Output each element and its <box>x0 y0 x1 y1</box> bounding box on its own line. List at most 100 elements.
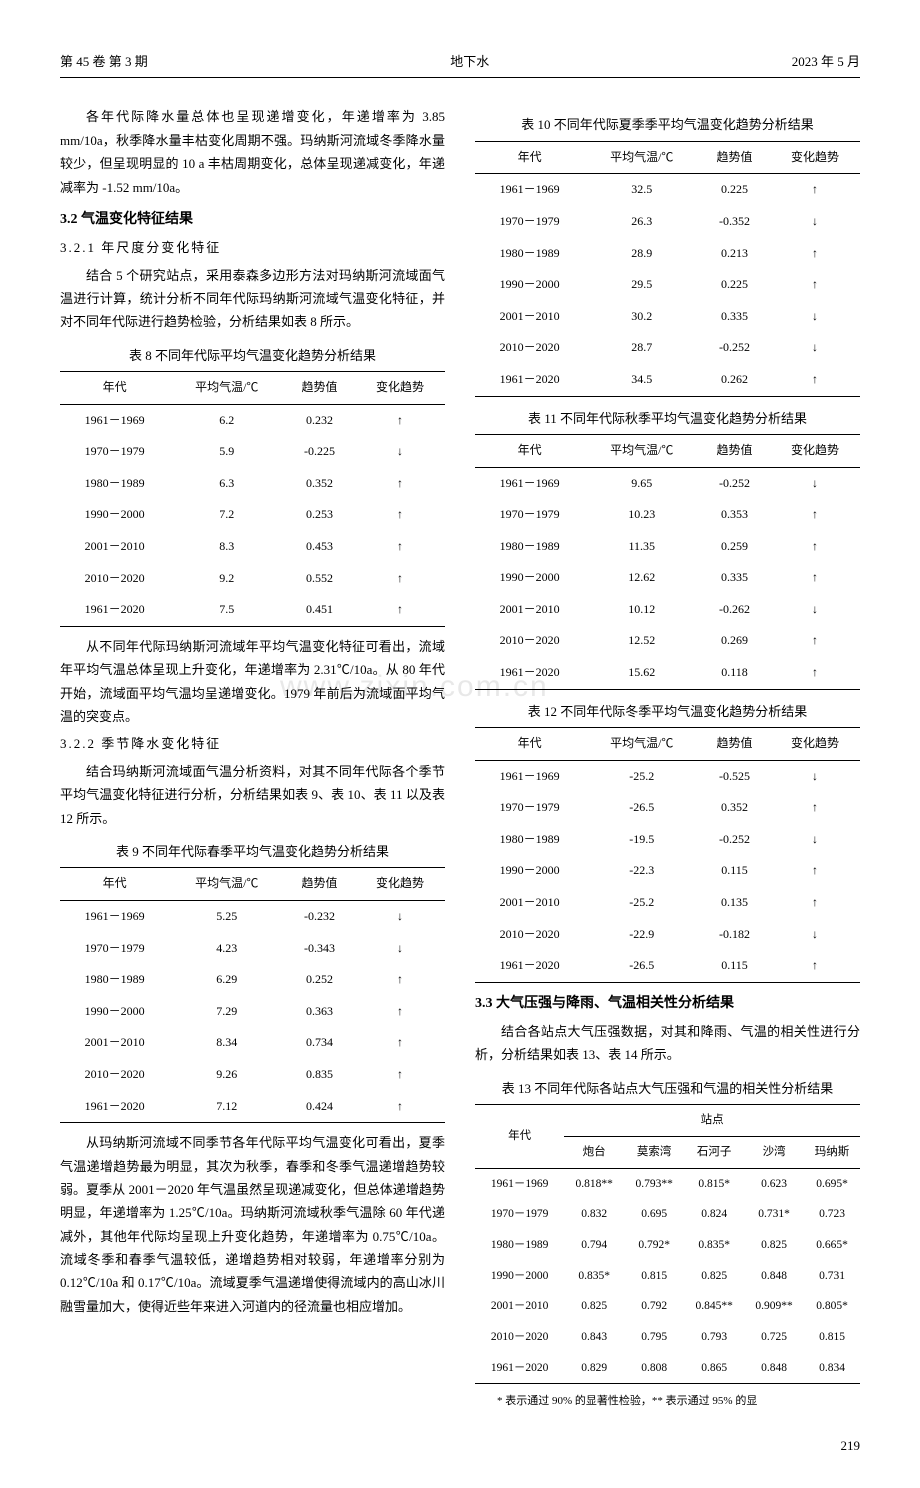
table-row: 2001－201010.12-0.262↓ <box>475 594 860 626</box>
table-cell: 2001－2010 <box>60 1027 169 1059</box>
table-cell: 0.552 <box>284 563 355 595</box>
table-cell: 0.815 <box>624 1261 684 1292</box>
table-cell: 0.695 <box>624 1199 684 1230</box>
table-cell: 0.725 <box>744 1322 804 1353</box>
table-cell: ↑ <box>355 1059 445 1091</box>
table-cell: ↑ <box>770 562 860 594</box>
section-3-2-1-title: 3.2.1 年尺度分变化特征 <box>60 236 445 259</box>
paragraph: 结合 5 个研究站点，采用泰森多边形方法对玛纳斯河流域面气温进行计算，统计分析不… <box>60 264 445 334</box>
table-cell: 1970－1979 <box>475 1199 564 1230</box>
table-cell: ↓ <box>770 301 860 333</box>
table-cell: -25.2 <box>584 887 699 919</box>
table-cell: 0.352 <box>284 468 355 500</box>
table-row: 2001－2010-25.20.135↑ <box>475 887 860 919</box>
table-13-caption: 表 13 不同年代际各站点大气压强和气温的相关性分析结果 <box>475 1077 860 1100</box>
table-cell: 28.7 <box>584 332 699 364</box>
table-row: 2010－20209.20.552↑ <box>60 563 445 595</box>
table-cell: 8.3 <box>169 531 284 563</box>
table-cell: 0.795 <box>624 1322 684 1353</box>
table-cell: 5.9 <box>169 436 284 468</box>
table-header: 年代 <box>60 372 169 405</box>
table-cell: 1970－1979 <box>475 206 584 238</box>
table-cell: ↑ <box>355 996 445 1028</box>
table-cell: -0.225 <box>284 436 355 468</box>
table-cell: 0.793** <box>624 1168 684 1199</box>
table-cell: -0.252 <box>699 824 770 856</box>
table-cell: 0.808 <box>624 1353 684 1384</box>
table-cell: 11.35 <box>584 531 699 563</box>
table-cell: ↑ <box>355 499 445 531</box>
table-cell: 5.25 <box>169 900 284 932</box>
table-cell: 0.259 <box>699 531 770 563</box>
section-3-3-title: 3.3 大气压强与降雨、气温相关性分析结果 <box>475 991 860 1016</box>
table-cell: 0.835* <box>684 1230 744 1261</box>
table-cell: 0.731 <box>804 1261 860 1292</box>
table-cell: 10.12 <box>584 594 699 626</box>
table-cell: ↑ <box>770 792 860 824</box>
table-10: 年代 平均气温/℃ 趋势值 变化趋势 1961－196932.50.225↑19… <box>475 141 860 397</box>
table-row: 1980－198911.350.259↑ <box>475 531 860 563</box>
table-row: 1961－19695.25-0.232↓ <box>60 900 445 932</box>
table-cell: 1961－2020 <box>475 1353 564 1384</box>
left-column: 各年代际降水量总体也呈现递增变化，年递增率为 3.85 mm/10a，秋季降水量… <box>60 103 445 1414</box>
table-cell: ↓ <box>355 900 445 932</box>
table-cell: ↑ <box>355 1027 445 1059</box>
table-cell: 6.29 <box>169 964 284 996</box>
table-header: 趋势值 <box>699 141 770 174</box>
table-cell: ↓ <box>770 760 860 792</box>
table-cell: 2001－2010 <box>475 594 584 626</box>
table-cell: 1970－1979 <box>475 499 584 531</box>
table-cell: ↑ <box>355 594 445 626</box>
table-cell: 15.62 <box>584 657 699 689</box>
table-cell: 1961－1969 <box>475 760 584 792</box>
table-cell: 6.3 <box>169 468 284 500</box>
table-header: 平均气温/℃ <box>584 728 699 761</box>
table-cell: 0.225 <box>699 174 770 206</box>
table-row: 2010－202028.7-0.252↓ <box>475 332 860 364</box>
table-cell: 2010－2020 <box>475 919 584 951</box>
table-cell: 0.825 <box>564 1291 624 1322</box>
table-cell: 30.2 <box>584 301 699 333</box>
table-cell: 0.262 <box>699 364 770 396</box>
table-row: 2010－2020-22.9-0.182↓ <box>475 919 860 951</box>
table-cell: 0.865 <box>684 1353 744 1384</box>
table-row: 2010－20209.260.835↑ <box>60 1059 445 1091</box>
table-row: 1980－19896.30.352↑ <box>60 468 445 500</box>
table-cell: 0.115 <box>699 855 770 887</box>
table-11: 年代 平均气温/℃ 趋势值 变化趋势 1961－19699.65-0.252↓1… <box>475 434 860 690</box>
table-cell: -26.5 <box>584 792 699 824</box>
table-cell: -0.252 <box>699 467 770 499</box>
table-cell: 0.834 <box>804 1353 860 1384</box>
table-cell: ↑ <box>770 238 860 270</box>
table-cell: 0.843 <box>564 1322 624 1353</box>
table-row: 1990－2000-22.30.115↑ <box>475 855 860 887</box>
table-cell: 12.52 <box>584 625 699 657</box>
table-cell: ↑ <box>355 531 445 563</box>
table-cell: 1990－2000 <box>60 996 169 1028</box>
table-cell: -0.182 <box>699 919 770 951</box>
table-cell: 0.824 <box>684 1199 744 1230</box>
table-cell: 0.734 <box>284 1027 355 1059</box>
table-cell: ↑ <box>770 625 860 657</box>
table-cell: -26.5 <box>584 950 699 982</box>
table-row: 1970－19790.8320.6950.8240.731*0.723 <box>475 1199 860 1230</box>
table-cell: 0.363 <box>284 996 355 1028</box>
table-header: 变化趋势 <box>355 372 445 405</box>
table-header: 年代 <box>475 434 584 467</box>
table-cell: 28.9 <box>584 238 699 270</box>
table-cell: 1961－1969 <box>60 404 169 436</box>
table-cell: ↑ <box>770 174 860 206</box>
table-11-caption: 表 11 不同年代际秋季平均气温变化趋势分析结果 <box>475 407 860 430</box>
table-cell: 34.5 <box>584 364 699 396</box>
table-cell: 2010－2020 <box>475 625 584 657</box>
table-cell: 0.792* <box>624 1230 684 1261</box>
table-row: 1970－19795.9-0.225↓ <box>60 436 445 468</box>
table-header: 平均气温/℃ <box>169 868 284 901</box>
table-12-caption: 表 12 不同年代际冬季平均气温变化趋势分析结果 <box>475 700 860 723</box>
table-cell: 0.335 <box>699 562 770 594</box>
table-cell: 9.2 <box>169 563 284 595</box>
table-cell: -0.352 <box>699 206 770 238</box>
table-cell: ↑ <box>770 499 860 531</box>
table-cell: 0.453 <box>284 531 355 563</box>
table-row: 1970－19794.23-0.343↓ <box>60 933 445 965</box>
